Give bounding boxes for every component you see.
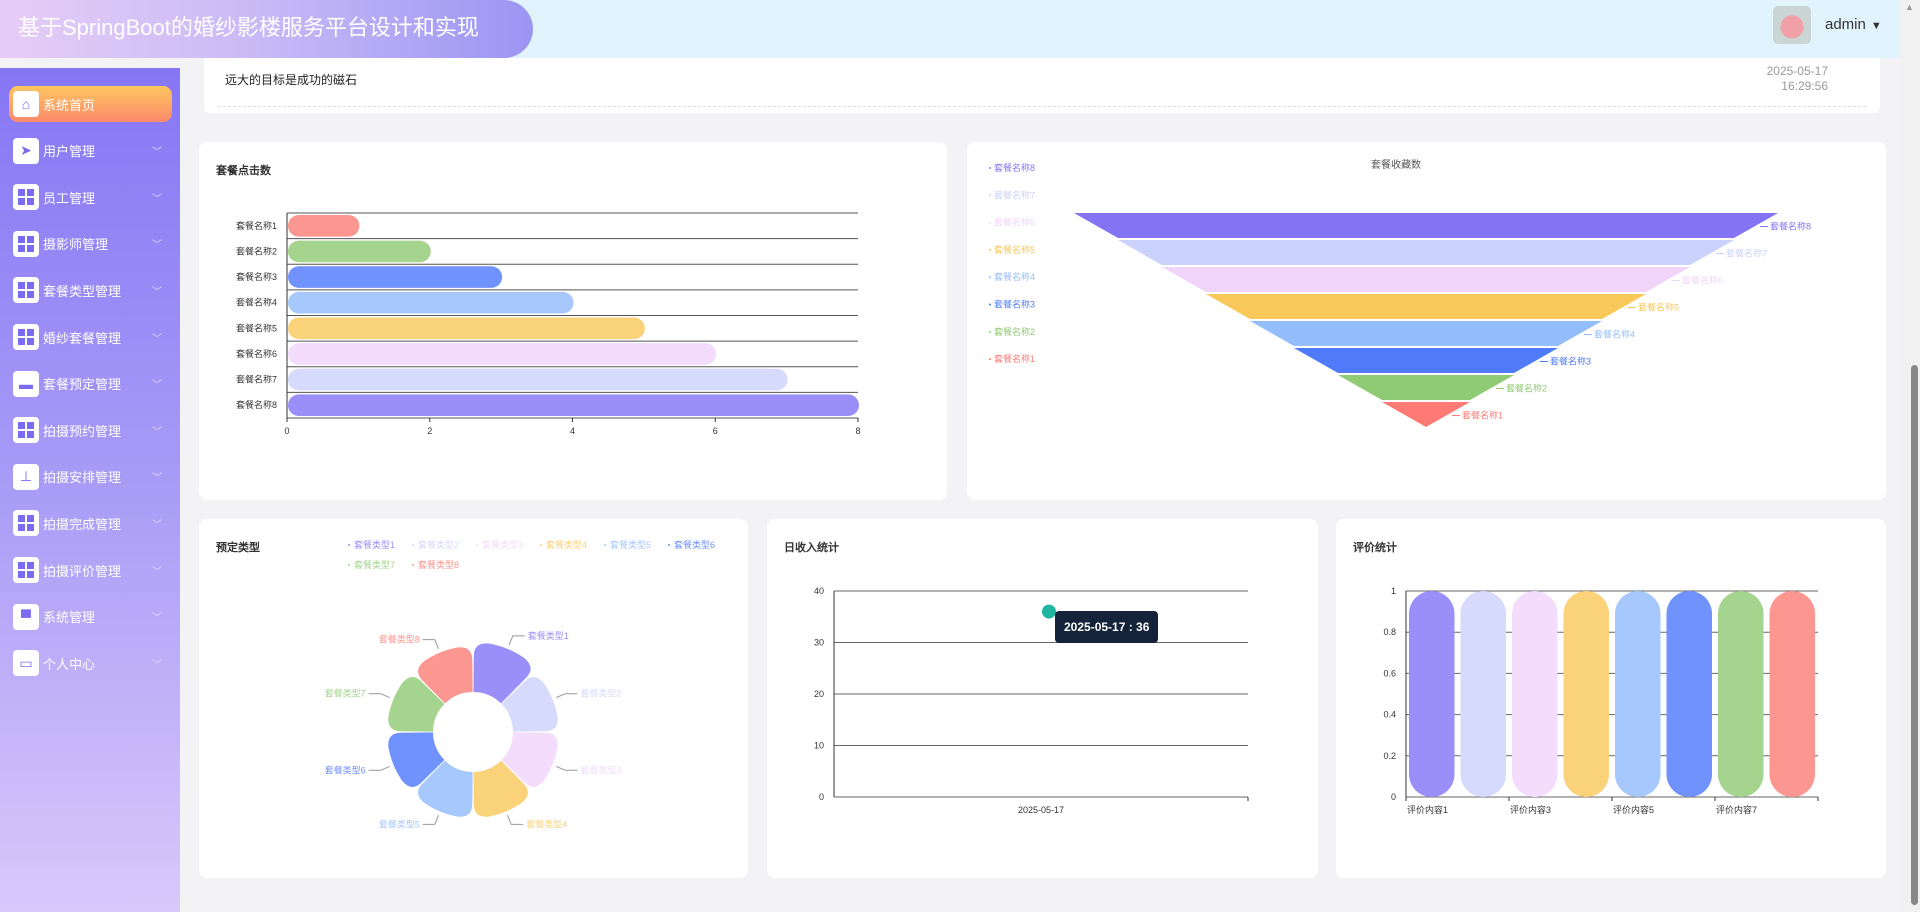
- grid-icon: [13, 417, 39, 444]
- grid-icon: [13, 184, 39, 211]
- stamp-icon: ⊥: [13, 463, 39, 490]
- sidebar-item[interactable]: ➤ 用户管理 ﹀: [9, 133, 172, 169]
- avatar[interactable]: [1773, 6, 1811, 44]
- click-count-card: 套餐点击数: [199, 142, 947, 500]
- app-title: 基于SpringBoot的婚纱影楼服务平台设计和实现: [0, 0, 533, 58]
- chart-tooltip: 2025-05-17 : 36: [1055, 611, 1159, 643]
- sidebar-item[interactable]: ▬ 套餐预定管理 ﹀: [9, 366, 172, 402]
- sidebar-item[interactable]: ▀ 系统管理 ﹀: [9, 599, 172, 635]
- monitor-icon: ▀: [13, 603, 39, 630]
- notice-text[interactable]: 远大的目标是成功的磁石: [225, 73, 358, 87]
- grid-icon: [13, 510, 39, 537]
- divider: [218, 106, 1866, 107]
- sidebar: ⌂ 系统首页 ➤ 用户管理 ﹀ 员工管理 ﹀ 摄影师管理 ﹀ 套餐类型管理 ﹀ 婚纱套餐管理 ﹀ ▬ 套餐预…: [0, 68, 180, 912]
- chevron-down-icon: ﹀: [152, 147, 162, 159]
- sidebar-item[interactable]: 拍摄评价管理 ﹀: [9, 552, 172, 588]
- scroll-up-arrow-icon[interactable]: ▲: [1905, 2, 1914, 12]
- sidebar-item-label: 婚纱套餐管理: [43, 330, 122, 346]
- scrollbar-thumb[interactable]: [1911, 365, 1918, 905]
- grid-icon: [13, 557, 39, 583]
- sidebar-item-label: 套餐预定管理: [43, 377, 122, 393]
- chart-title: 评价统计: [1353, 542, 1397, 554]
- chevron-down-icon: ﹀: [152, 380, 162, 392]
- sidebar-item[interactable]: 拍摄预约管理 ﹀: [9, 412, 172, 448]
- sidebar-item-label: 用户管理: [43, 144, 96, 160]
- sidebar-item-label: 系统首页: [43, 97, 96, 113]
- sidebar-item[interactable]: 婚纱套餐管理 ﹀: [9, 319, 172, 355]
- top-header: 基于SpringBoot的婚纱影楼服务平台设计和实现 admin ▼: [0, 0, 1900, 58]
- chevron-down-icon: ﹀: [152, 426, 162, 438]
- chart-title: 日收入统计: [784, 542, 839, 554]
- notice-date: 2025-05-17 16:29:56: [1767, 64, 1828, 94]
- sidebar-item[interactable]: ⊥ 拍摄安排管理 ﹀: [9, 459, 172, 495]
- home-icon: ⌂: [13, 91, 39, 117]
- sidebar-item[interactable]: 套餐类型管理 ﹀: [9, 272, 172, 308]
- sidebar-item[interactable]: 摄影师管理 ﹀: [9, 226, 172, 262]
- chevron-down-icon: ﹀: [152, 659, 162, 671]
- sidebar-item-label: 个人中心: [43, 656, 96, 672]
- chevron-down-icon: ﹀: [152, 519, 162, 531]
- sidebar-item[interactable]: ▭ 个人中心 ﹀: [9, 645, 172, 681]
- username: admin: [1825, 16, 1866, 33]
- chevron-down-icon: ﹀: [152, 566, 162, 578]
- ticket-icon: ▬: [13, 370, 39, 397]
- grid-icon: [13, 230, 39, 257]
- booking-type-card: 预定类型: [199, 519, 748, 878]
- rating-card: 评价统计: [1336, 519, 1886, 878]
- chevron-down-icon: ﹀: [152, 193, 162, 205]
- chart-title: 套餐点击数: [216, 165, 271, 177]
- chevron-down-icon: ﹀: [152, 473, 162, 485]
- sidebar-item[interactable]: 员工管理 ﹀: [9, 179, 172, 215]
- chevron-down-icon: ﹀: [152, 286, 162, 298]
- chevron-down-icon: ﹀: [152, 613, 162, 625]
- sidebar-item-label: 摄影师管理: [43, 237, 109, 253]
- sidebar-item-label: 拍摄安排管理: [43, 470, 122, 486]
- daily-income-card: 日收入统计: [767, 519, 1318, 878]
- paper-plane-icon: ➤: [13, 137, 39, 164]
- card-icon: ▭: [13, 650, 39, 677]
- notice-date-time: 16:29:56: [1781, 79, 1828, 93]
- caret-down-icon: ▼: [1870, 20, 1882, 32]
- sidebar-item-label: 拍摄预约管理: [43, 423, 122, 439]
- chevron-down-icon: ﹀: [152, 333, 162, 345]
- chevron-down-icon: ﹀: [152, 240, 162, 252]
- sidebar-item-label: 系统管理: [43, 610, 96, 626]
- sidebar-item[interactable]: 拍摄完成管理 ﹀: [9, 505, 172, 541]
- notice-date-day: 2025-05-17: [1766, 64, 1828, 78]
- grid-icon: [13, 324, 39, 350]
- grid-icon: [13, 277, 39, 304]
- notice-card: 远大的目标是成功的磁石 2025-05-17 16:29:56: [204, 58, 1880, 113]
- user-menu[interactable]: admin ▼: [1825, 16, 1882, 33]
- sidebar-item-label: 套餐类型管理: [43, 283, 122, 299]
- chart-title: 预定类型: [216, 542, 260, 554]
- sidebar-item-label: 拍摄完成管理: [43, 516, 122, 532]
- sidebar-item-label: 员工管理: [43, 190, 96, 206]
- sidebar-item-label: 拍摄评价管理: [43, 563, 122, 579]
- sidebar-item[interactable]: ⌂ 系统首页: [9, 86, 172, 122]
- favorite-count-card: [967, 142, 1886, 500]
